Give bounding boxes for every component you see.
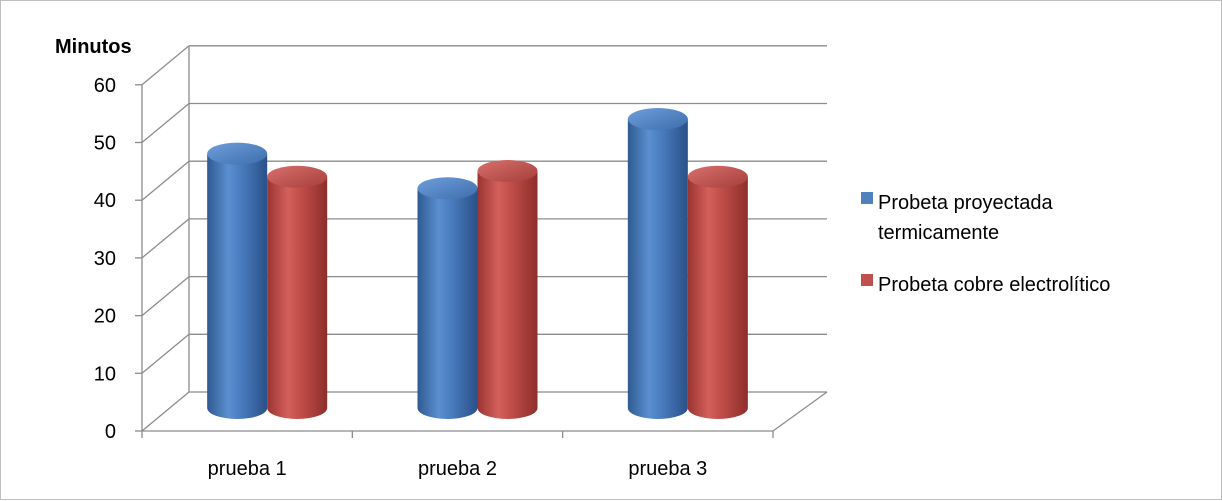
legend-label: Probeta proyectada	[878, 192, 1053, 214]
bar-blue	[417, 177, 478, 419]
side-gridline	[141, 218, 190, 259]
y-tick-label: 0	[105, 421, 116, 443]
side-gridline	[141, 276, 190, 317]
bar-body	[417, 188, 478, 419]
y-tick-label: 40	[94, 190, 116, 212]
legend-swatch	[861, 274, 873, 286]
y-tick-label: 50	[94, 133, 116, 155]
side-gridline	[141, 102, 190, 144]
bar-top	[687, 165, 748, 188]
bar-red	[477, 159, 538, 419]
x-tick-label: prueba 3	[628, 458, 707, 480]
side-gridline	[141, 333, 190, 374]
side-gridline	[141, 391, 190, 432]
bars	[207, 108, 748, 420]
floor-right-edge	[772, 391, 828, 432]
axis-labels: 0 10 20 30 40 50 60 prueba 1 prueba 2 prueba 3	[94, 75, 708, 480]
y-tick-label: 10	[94, 363, 116, 385]
y-tick-label: 60	[94, 75, 116, 97]
x-tick-label: prueba 2	[418, 458, 497, 480]
bar-body	[687, 176, 748, 419]
x-tick-label: prueba 1	[208, 458, 287, 480]
legend-label: termicamente	[878, 222, 999, 244]
bar-top	[267, 165, 328, 188]
bar-body	[627, 119, 688, 420]
bar-red	[687, 165, 748, 419]
bar-blue	[207, 142, 268, 419]
bar-body	[267, 176, 328, 419]
side-gridline	[141, 160, 190, 201]
bar-red	[267, 165, 328, 419]
legend: Probeta proyectada termicamente Probeta co…	[861, 192, 1110, 296]
y-axis-title: Minutos	[55, 36, 132, 58]
bar-top	[207, 142, 268, 165]
y-tick-label: 30	[94, 248, 116, 270]
y-tick-label: 20	[94, 306, 116, 328]
bar-top	[627, 108, 688, 131]
bar-top	[477, 159, 538, 182]
bar-blue	[627, 108, 688, 420]
legend-label: Probeta cobre electrolítico	[878, 274, 1110, 296]
side-gridline	[141, 45, 190, 86]
bar-body	[207, 153, 268, 419]
bar-body	[477, 170, 538, 419]
legend-swatch	[861, 192, 873, 204]
bar-top	[417, 177, 478, 200]
